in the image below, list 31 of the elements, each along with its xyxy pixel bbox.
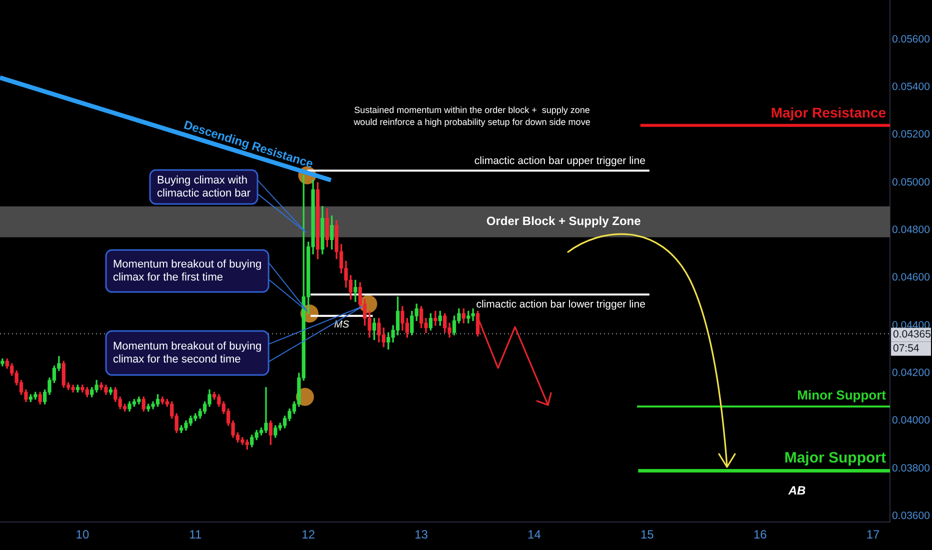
annotation: Momentum breakout of buying climax for the second time (113, 340, 262, 366)
x-tick-label: 17 (866, 528, 880, 542)
series-label: Major Resistance (770, 104, 886, 121)
ref-line-label: 0.04365 (893, 328, 932, 341)
annotation: Sustained momentum within the order block + supply zone would reinforce a high probability setup for down side move (352, 104, 590, 127)
x-tick-label: 13 (414, 528, 428, 542)
x-tick-label: 15 (640, 528, 654, 542)
x-tick-label: 10 (76, 528, 90, 542)
annotation: Buying climax with climactic action bar (157, 174, 251, 200)
annotation: AB (787, 483, 806, 498)
y-tick-label: 0.05600 (892, 33, 930, 46)
y-tick-label: 0.05000 (892, 176, 930, 188)
series-label: climactic action bar lower trigger line (476, 298, 646, 311)
x-tick-label: 14 (528, 528, 542, 542)
y-tick-label: 0.04600 (892, 272, 930, 284)
annotation: Momentum breakout of buying climax for the first time (113, 258, 262, 284)
series-label: Major Support (784, 450, 886, 467)
y-tick-label: 0.03800 (892, 462, 930, 474)
y-tick-label: 0.04800 (892, 224, 930, 236)
y-tick-label: 0.03600 (892, 510, 930, 522)
x-tick-label: 11 (189, 528, 202, 542)
series-label: climactic action bar upper trigger line (474, 155, 646, 168)
text: 07:54 (893, 342, 920, 355)
x-tick-label: 16 (753, 528, 768, 542)
x-tick-label: 12 (302, 528, 316, 542)
band-label: Order Block + Supply Zone (486, 214, 642, 228)
y-tick-label: 0.05400 (892, 81, 930, 94)
y-tick-label: 0.05200 (892, 128, 930, 141)
series-label: Minor Support (797, 388, 887, 403)
y-tick-label: 0.04000 (892, 414, 930, 427)
y-tick-label: 0.04200 (892, 366, 930, 379)
